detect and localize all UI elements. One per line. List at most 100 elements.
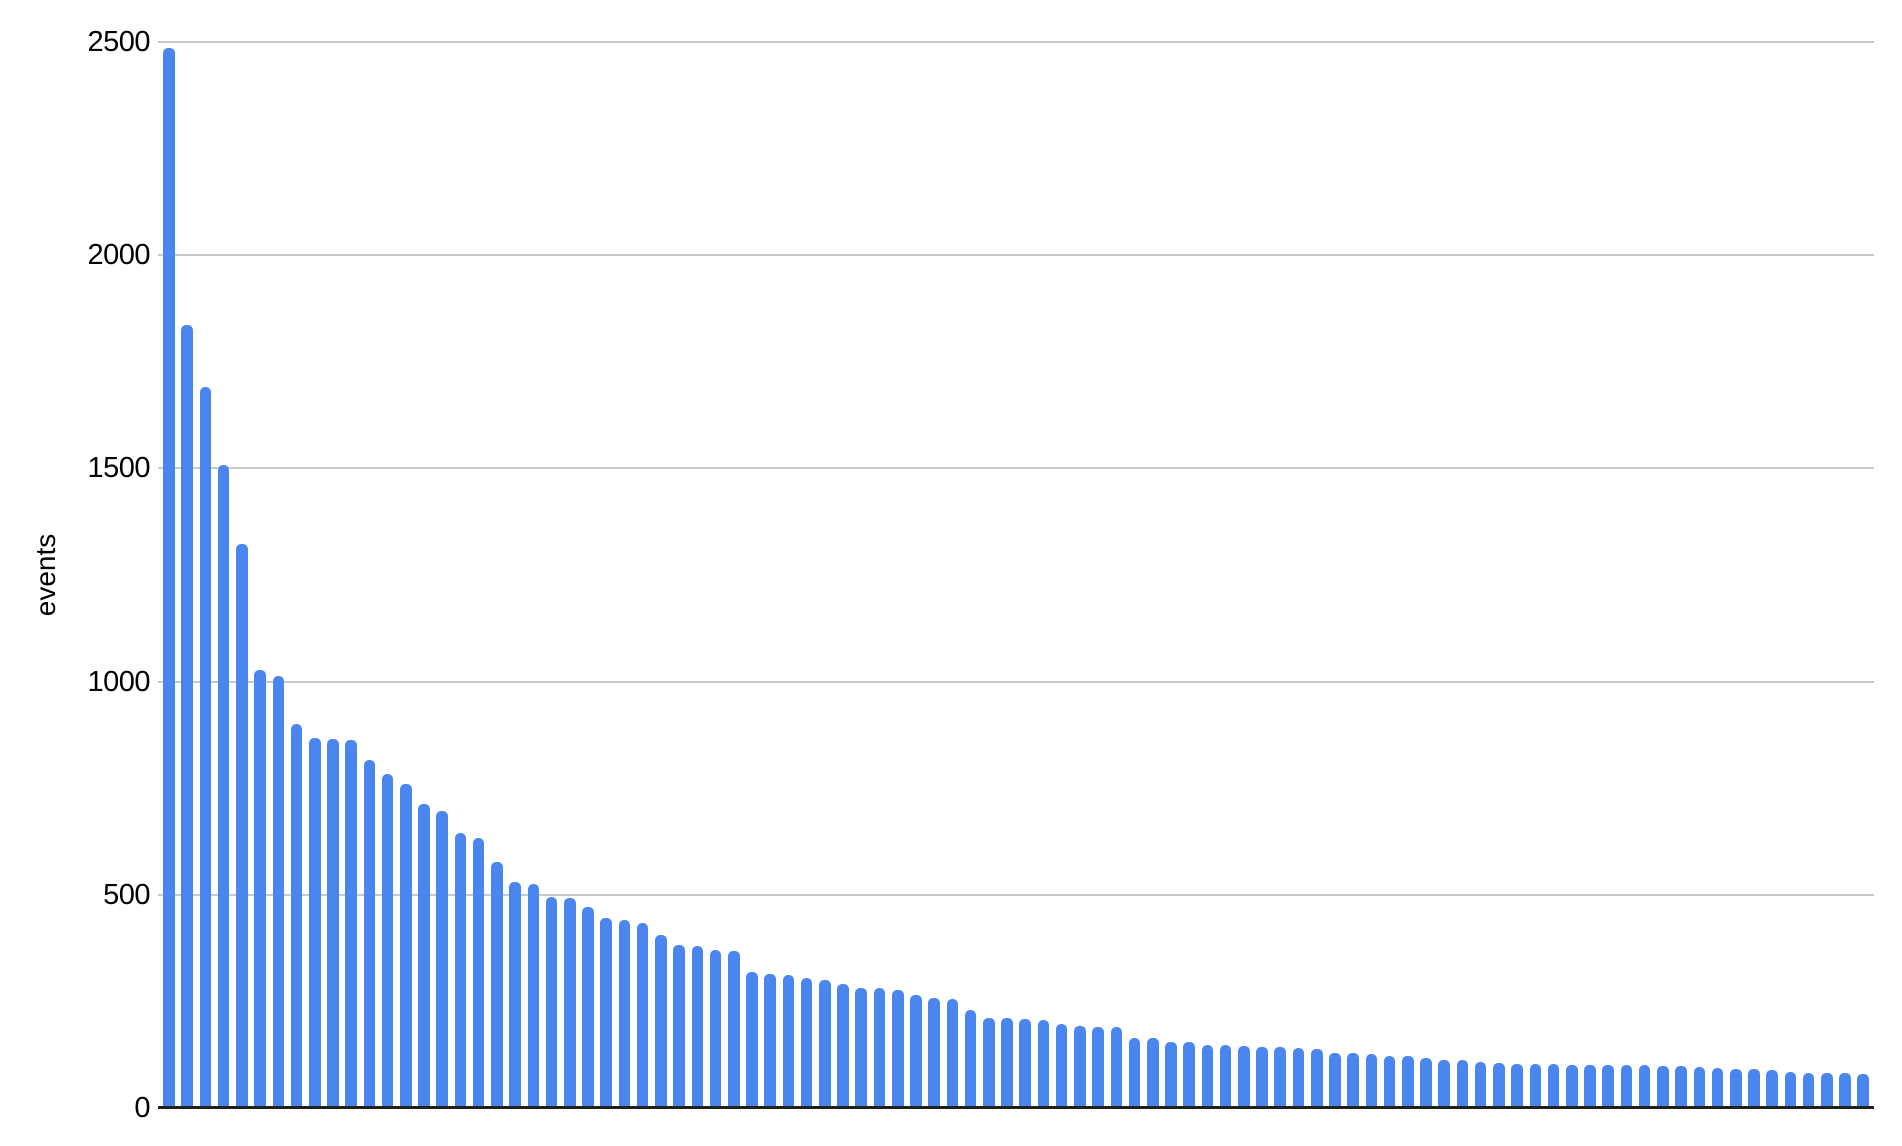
- bar-4: [217, 465, 230, 1108]
- bar-17: [454, 832, 467, 1108]
- bar-85: [1693, 1067, 1706, 1108]
- bar-11: [345, 740, 357, 1108]
- bar-63: [1292, 1048, 1305, 1108]
- bar-53: [1110, 1027, 1123, 1108]
- bar-57: [1183, 1042, 1195, 1108]
- bar-12: [363, 759, 376, 1108]
- bar-91: [1802, 1072, 1815, 1108]
- bar-93: [1839, 1073, 1851, 1108]
- bar-70: [1420, 1058, 1432, 1108]
- bar-30: [691, 945, 704, 1108]
- bar-87: [1729, 1068, 1742, 1108]
- bar-21: [527, 884, 540, 1108]
- bar-35: [782, 975, 795, 1108]
- bar-13: [381, 774, 394, 1108]
- bar-79: [1584, 1064, 1596, 1108]
- bar-22: [545, 896, 558, 1108]
- gridline-1500: [158, 467, 1874, 470]
- bar-66: [1347, 1053, 1359, 1108]
- y-tick-label-0: 0: [134, 1092, 150, 1124]
- bar-7: [272, 676, 285, 1108]
- bar-6: [254, 670, 266, 1108]
- bar-9: [308, 738, 321, 1108]
- y-tick-label-2500: 2500: [87, 26, 150, 58]
- bar-82: [1638, 1065, 1651, 1108]
- bar-90: [1784, 1072, 1797, 1108]
- bar-58: [1201, 1044, 1214, 1108]
- y-tick-label-1000: 1000: [87, 665, 150, 698]
- bar-10: [327, 739, 339, 1108]
- bar-71: [1438, 1059, 1451, 1108]
- bar-16: [436, 810, 449, 1108]
- bar-5: [236, 543, 248, 1108]
- bar-38: [837, 983, 849, 1108]
- bar-34: [764, 973, 776, 1108]
- y-tick-label-2000: 2000: [87, 239, 150, 272]
- bar-19: [491, 862, 503, 1108]
- bar-51: [1074, 1026, 1086, 1108]
- bar-61: [1256, 1046, 1268, 1108]
- bar-44: [946, 998, 959, 1108]
- gridline-500: [158, 893, 1874, 896]
- bar-55: [1146, 1038, 1159, 1108]
- bar-15: [418, 803, 430, 1108]
- bar-83: [1657, 1065, 1669, 1108]
- bar-48: [1019, 1018, 1032, 1108]
- bar-39: [855, 987, 868, 1108]
- gridline-2000: [158, 254, 1874, 257]
- bar-28: [655, 934, 667, 1108]
- bar-25: [600, 918, 613, 1108]
- bar-73: [1474, 1062, 1487, 1108]
- bar-67: [1365, 1053, 1378, 1108]
- bar-37: [819, 979, 831, 1108]
- bar-54: [1128, 1037, 1141, 1108]
- x-axis-baseline: [158, 1106, 1874, 1109]
- bar-80: [1602, 1064, 1615, 1108]
- bar-18: [472, 838, 485, 1108]
- bar-27: [636, 922, 649, 1108]
- bar-24: [582, 907, 594, 1108]
- bar-86: [1711, 1067, 1724, 1108]
- bar-60: [1238, 1046, 1250, 1108]
- bar-52: [1092, 1026, 1104, 1108]
- bar-23: [563, 898, 576, 1108]
- bar-89: [1766, 1069, 1778, 1108]
- bar-33: [746, 971, 758, 1108]
- bar-74: [1493, 1062, 1505, 1108]
- bar-45: [964, 1009, 977, 1108]
- bar-50: [1055, 1023, 1068, 1108]
- bar-40: [873, 988, 886, 1108]
- bar-20: [509, 882, 521, 1108]
- bar-69: [1402, 1055, 1414, 1108]
- bar-59: [1219, 1045, 1232, 1108]
- y-axis-title: events: [30, 533, 61, 617]
- bar-94: [1857, 1073, 1870, 1108]
- gridline-1000: [158, 680, 1874, 683]
- bar-46: [983, 1018, 995, 1108]
- bar-65: [1329, 1052, 1341, 1108]
- bar-8: [290, 723, 303, 1108]
- bar-31: [709, 949, 722, 1108]
- bar-72: [1456, 1060, 1469, 1108]
- bar-84: [1675, 1066, 1687, 1108]
- bar-26: [618, 919, 631, 1108]
- bar-14: [400, 784, 412, 1108]
- y-tick-label-1500: 1500: [87, 452, 150, 485]
- y-tick-label-500: 500: [103, 878, 150, 911]
- bar-81: [1620, 1064, 1633, 1108]
- bar-41: [891, 990, 904, 1108]
- bar-68: [1383, 1055, 1396, 1108]
- bar-32: [727, 950, 740, 1108]
- chart-plot-area: [158, 41, 1874, 1109]
- bar-2: [181, 325, 193, 1108]
- bar-77: [1547, 1064, 1560, 1108]
- bar-76: [1529, 1064, 1542, 1108]
- bar-64: [1310, 1048, 1323, 1108]
- bar-49: [1037, 1019, 1050, 1108]
- bar-36: [800, 977, 813, 1108]
- bar-47: [1001, 1018, 1013, 1108]
- bar-78: [1565, 1064, 1578, 1108]
- bar-1: [163, 48, 175, 1108]
- bar-56: [1165, 1041, 1177, 1108]
